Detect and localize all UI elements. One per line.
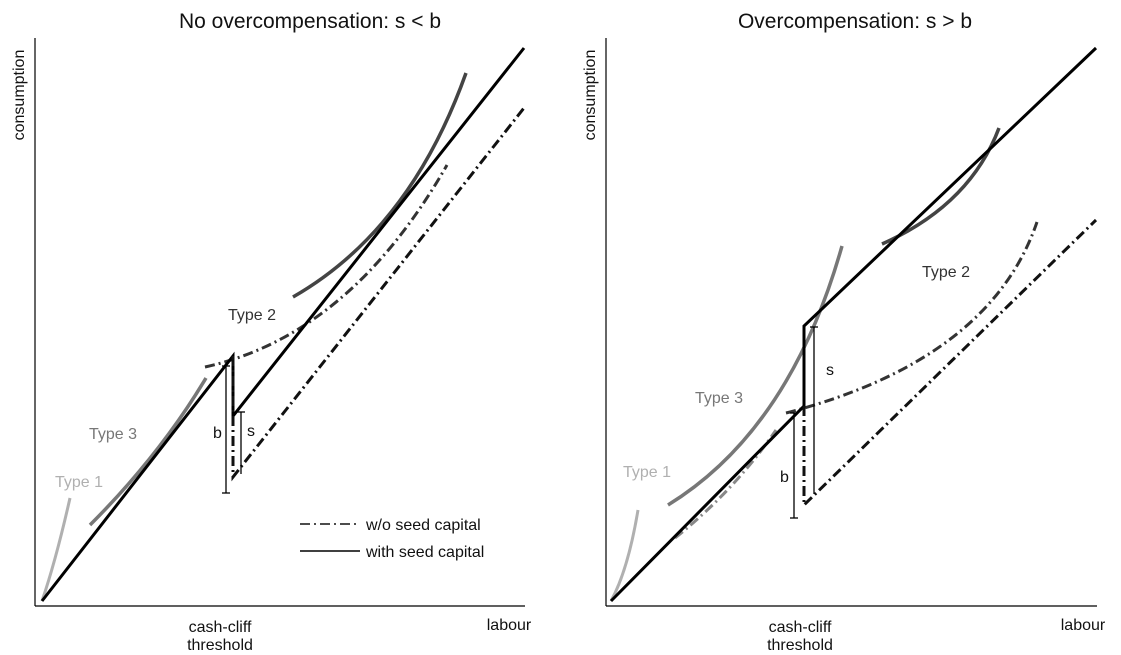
left-type2-solid-curve — [292, 72, 468, 299]
right-type3-dashdot-curve — [674, 429, 778, 540]
right-type2-label: Type 2 — [922, 264, 970, 281]
right-threshold-label-line2: threshold — [767, 637, 833, 654]
legend: w/o seed capital with seed capital — [300, 517, 484, 561]
legend-without-seed-label: w/o seed capital — [365, 517, 481, 534]
legend-with-seed-label: with seed capital — [365, 544, 484, 561]
right-budget-without-seed — [802, 218, 1098, 509]
right-panel-title: Overcompensation: s > b — [738, 10, 972, 33]
right-y-axis-label: consumption — [582, 50, 599, 141]
right-budget-with-seed — [609, 46, 1098, 603]
left-threshold-label-line2: threshold — [187, 637, 253, 654]
right-panel: Overcompensation: s > b consumption labo… — [582, 10, 1106, 654]
left-type2-dashdot-curve — [204, 164, 449, 369]
right-type2-dashdot-curve — [785, 221, 1039, 415]
left-type1-label: Type 1 — [55, 474, 103, 491]
left-budget-without-seed — [231, 107, 526, 482]
left-b-label: b — [213, 425, 222, 442]
right-threshold-label-line1: cash-cliff — [769, 619, 832, 636]
right-type3-solid-curve — [667, 245, 844, 507]
right-x-axis-label: labour — [1061, 617, 1106, 634]
right-type2-solid-curve — [881, 127, 1001, 246]
left-panel: No overcompensation: s < b consumption l… — [11, 10, 532, 654]
right-s-label: s — [826, 362, 834, 379]
left-type1-curve — [40, 497, 72, 602]
left-type2-label: Type 2 — [228, 307, 276, 324]
right-type1-curve — [609, 509, 640, 602]
left-y-axis-label: consumption — [11, 50, 28, 141]
right-b-label: b — [780, 469, 789, 486]
left-x-axis-label: labour — [487, 617, 532, 634]
right-type3-label: Type 3 — [695, 390, 743, 407]
left-threshold-label-line1: cash-cliff — [189, 619, 252, 636]
left-type3-label: Type 3 — [89, 426, 137, 443]
left-type3-curve — [88, 377, 208, 527]
left-s-label: s — [247, 423, 255, 440]
right-type1-label: Type 1 — [623, 464, 671, 481]
left-panel-title: No overcompensation: s < b — [179, 10, 441, 33]
